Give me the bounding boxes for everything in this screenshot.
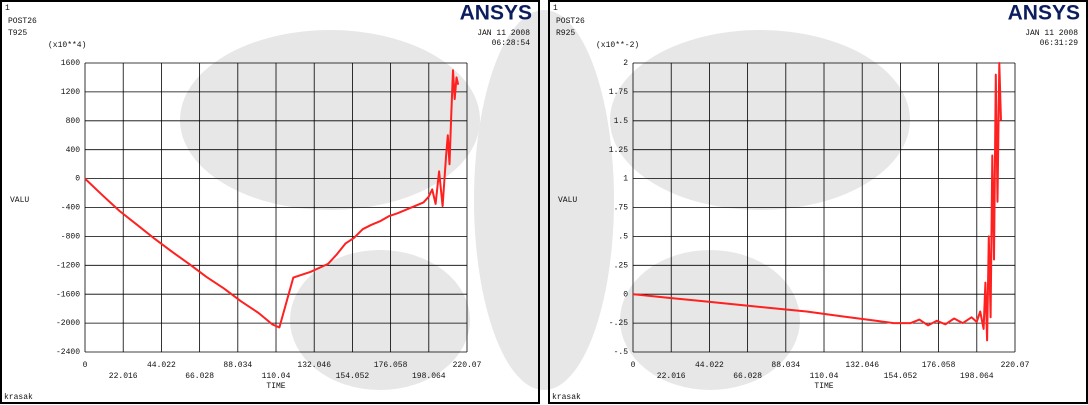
- watermark-shape: [474, 10, 614, 390]
- y-tick-label: 0: [75, 175, 80, 184]
- x-axis-label: TIME: [266, 382, 285, 391]
- date: JAN 11 2008: [1025, 29, 1078, 38]
- y-tick-label: -800: [61, 233, 80, 242]
- y-tick-label: -1200: [56, 261, 80, 270]
- y-tick-label: 1.5: [614, 117, 629, 126]
- watermark-shape: [610, 30, 910, 210]
- time: 06:31:29: [1040, 39, 1079, 48]
- x-tick-label: 198.064: [960, 372, 994, 381]
- series-label: T925: [8, 29, 27, 38]
- y-tick-label: -400: [61, 204, 80, 213]
- y-tick-label: -2400: [56, 348, 80, 357]
- date: JAN 11 2008: [477, 29, 530, 38]
- y-tick-label: 0: [623, 290, 628, 299]
- program-name: POST26: [556, 17, 585, 26]
- x-tick-label: 44.022: [147, 361, 176, 370]
- x-tick-label: 0: [631, 361, 636, 370]
- y-tick-label: .5: [618, 233, 628, 242]
- y-tick-label: 1600: [61, 59, 80, 68]
- x-tick-label: 176.058: [922, 361, 956, 370]
- y-tick-label: .25: [614, 261, 629, 270]
- x-tick-label: 220.07: [453, 361, 482, 370]
- x-tick-label: 66.028: [185, 372, 214, 381]
- x-axis-label: TIME: [814, 382, 833, 391]
- time: 06:28:54: [492, 39, 531, 48]
- x-tick-label: 44.022: [695, 361, 724, 370]
- y-axis-label: VALU: [558, 196, 577, 205]
- y-tick-label: 1200: [61, 88, 80, 97]
- x-tick-label: 66.028: [733, 372, 762, 381]
- y-tick-label: -2000: [56, 319, 80, 328]
- x-tick-label: 176.058: [374, 361, 408, 370]
- y-tick-label: -1600: [56, 290, 80, 299]
- x-tick-label: 220.07: [1001, 361, 1030, 370]
- x-tick-label: 22.016: [657, 372, 686, 381]
- x-tick-label: 132.046: [297, 361, 331, 370]
- logo: ANSYS: [460, 2, 532, 25]
- watermark-shape: [180, 30, 480, 210]
- window-number: 1: [5, 4, 10, 13]
- y-axis-label: VALU: [10, 196, 29, 205]
- x-tick-label: 154.052: [336, 372, 370, 381]
- y-tick-label: 1: [623, 175, 628, 184]
- x-tick-label: 22.016: [109, 372, 138, 381]
- x-tick-label: 110.04: [810, 372, 839, 381]
- program-name: POST26: [8, 17, 37, 26]
- user-name: krasak: [4, 393, 33, 402]
- scale-label: (x10**4): [48, 41, 86, 50]
- y-tick-label: -.5: [614, 348, 629, 357]
- x-tick-label: 110.04: [262, 372, 291, 381]
- scale-label: (x10**-2): [596, 41, 639, 50]
- y-tick-label: -.25: [609, 319, 628, 328]
- window-number: 1: [553, 4, 558, 13]
- y-tick-label: 2: [623, 59, 628, 68]
- y-tick-label: 400: [66, 146, 81, 155]
- series-label: R925: [556, 29, 575, 38]
- y-tick-label: 1.25: [609, 146, 628, 155]
- x-tick-label: 88.034: [223, 361, 252, 370]
- x-tick-label: 88.034: [771, 361, 800, 370]
- logo: ANSYS: [1008, 2, 1080, 25]
- y-tick-label: 800: [66, 117, 81, 126]
- y-tick-label: .75: [614, 204, 629, 213]
- user-name: krasak: [552, 393, 581, 402]
- watermark: [180, 10, 910, 390]
- x-tick-label: 198.064: [412, 372, 446, 381]
- y-tick-label: 1.75: [609, 88, 628, 97]
- screen: 1POST26T925(x10**4)ANSYSJAN 11 200806:28…: [0, 0, 1088, 405]
- x-tick-label: 154.052: [884, 372, 918, 381]
- x-tick-label: 132.046: [845, 361, 879, 370]
- x-tick-label: 0: [83, 361, 88, 370]
